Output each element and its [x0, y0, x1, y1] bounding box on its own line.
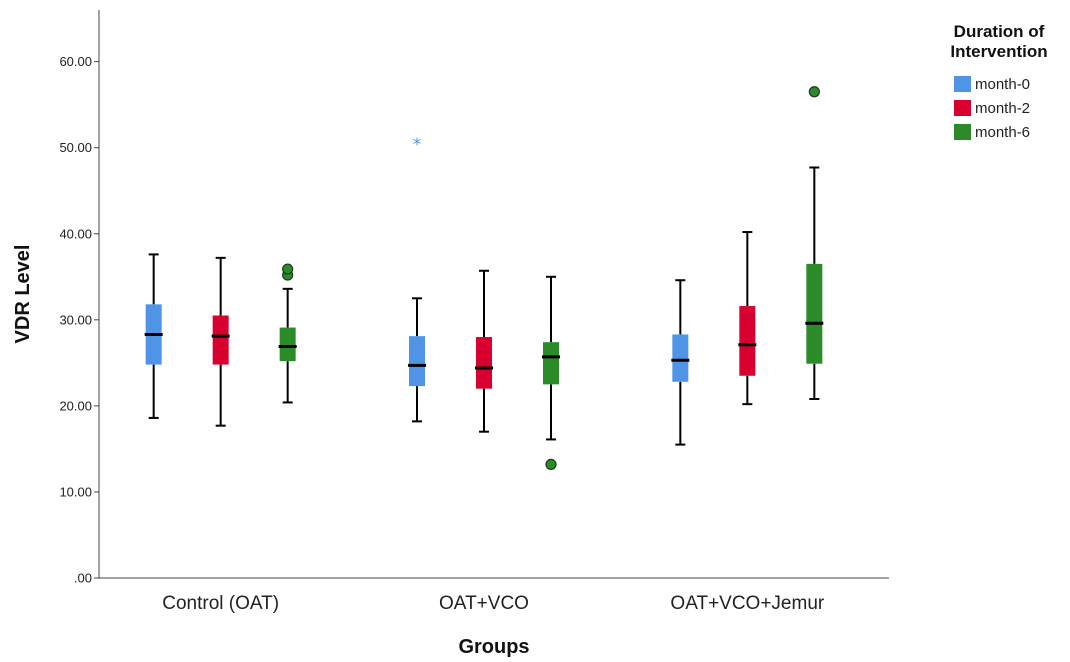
- box-month-2-2: [738, 231, 757, 406]
- y-tick-label: 30.00: [59, 312, 92, 327]
- legend-title-line-1: Duration of: [954, 22, 1045, 41]
- y-tick-label: 60.00: [59, 54, 92, 69]
- iqr-box: [212, 315, 229, 365]
- box-month-2-0: [211, 256, 230, 427]
- y-tick-label: .00: [74, 571, 92, 586]
- box-month-0-1: *: [408, 135, 426, 423]
- box-month-6-1: [542, 275, 560, 470]
- y-tick-label: 20.00: [59, 398, 92, 413]
- box-month-6-2: [805, 86, 824, 400]
- legend-label: month-0: [975, 76, 1030, 93]
- x-category-label: Control (OAT): [162, 593, 279, 614]
- extreme-point: *: [413, 135, 422, 155]
- legend-swatch: [954, 100, 971, 116]
- box-month-6-0: [278, 263, 297, 404]
- outlier-point: [545, 458, 557, 470]
- iqr-box: [279, 327, 296, 362]
- x-axis-title: Groups: [458, 636, 529, 658]
- legend-label: month-6: [975, 124, 1030, 141]
- iqr-box: [672, 334, 689, 382]
- legend-label: month-2: [975, 100, 1030, 117]
- iqr-box: [739, 306, 756, 376]
- iqr-box: [806, 263, 823, 364]
- x-category-label: OAT+VCO: [439, 593, 529, 614]
- iqr-box: [409, 336, 425, 387]
- box-month-0-0: [144, 253, 163, 419]
- outlier-point: [808, 86, 820, 98]
- y-tick-label: 10.00: [59, 484, 92, 499]
- y-tick-label: 50.00: [59, 140, 92, 155]
- x-category-label: OAT+VCO+Jemur: [670, 593, 824, 614]
- iqr-box: [476, 337, 492, 389]
- legend-swatch: [954, 76, 971, 92]
- legend: Duration of Intervention month-0 month-2 m…: [950, 22, 1047, 141]
- legend-swatch: [954, 124, 971, 140]
- box-month-0-2: [671, 279, 690, 446]
- iqr-box: [543, 342, 559, 385]
- box-month-2-1: [475, 269, 493, 433]
- legend-title-line-2: Intervention: [950, 42, 1047, 61]
- y-axis-title: VDR Level: [12, 245, 34, 344]
- outlier-point: [282, 263, 294, 275]
- y-tick-label: 40.00: [59, 226, 92, 241]
